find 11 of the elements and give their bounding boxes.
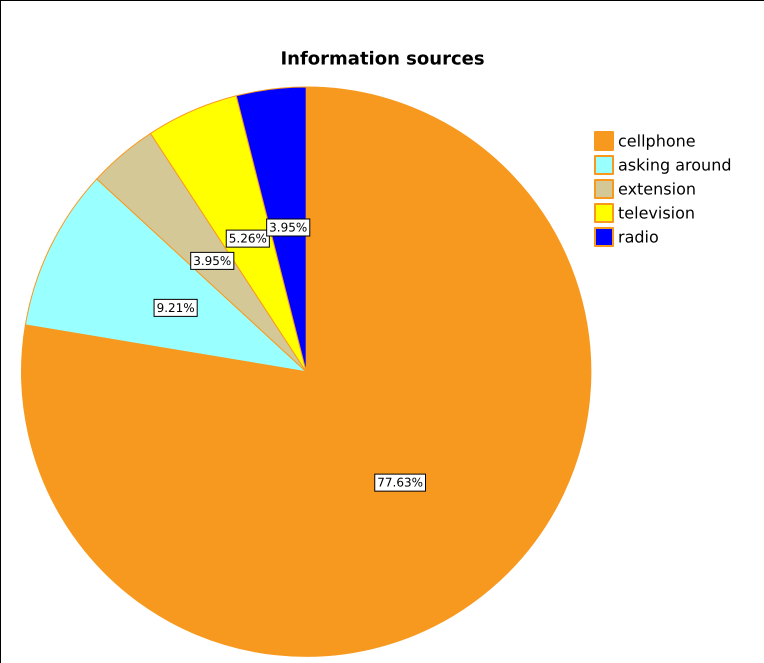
data-label: 77.63% (377, 476, 424, 490)
data-label: 3.95% (269, 220, 308, 235)
legend-label: television (618, 204, 696, 222)
data-label: 9.21% (156, 300, 195, 315)
legend-label: asking around (618, 156, 732, 174)
chart-title: Information sources (280, 48, 485, 70)
legend-label: extension (618, 180, 696, 198)
data-label: 3.95% (193, 254, 232, 268)
legend-label: cellphone (618, 132, 696, 150)
data-label: 5.26% (228, 232, 267, 246)
legend-label: radio (618, 228, 659, 246)
